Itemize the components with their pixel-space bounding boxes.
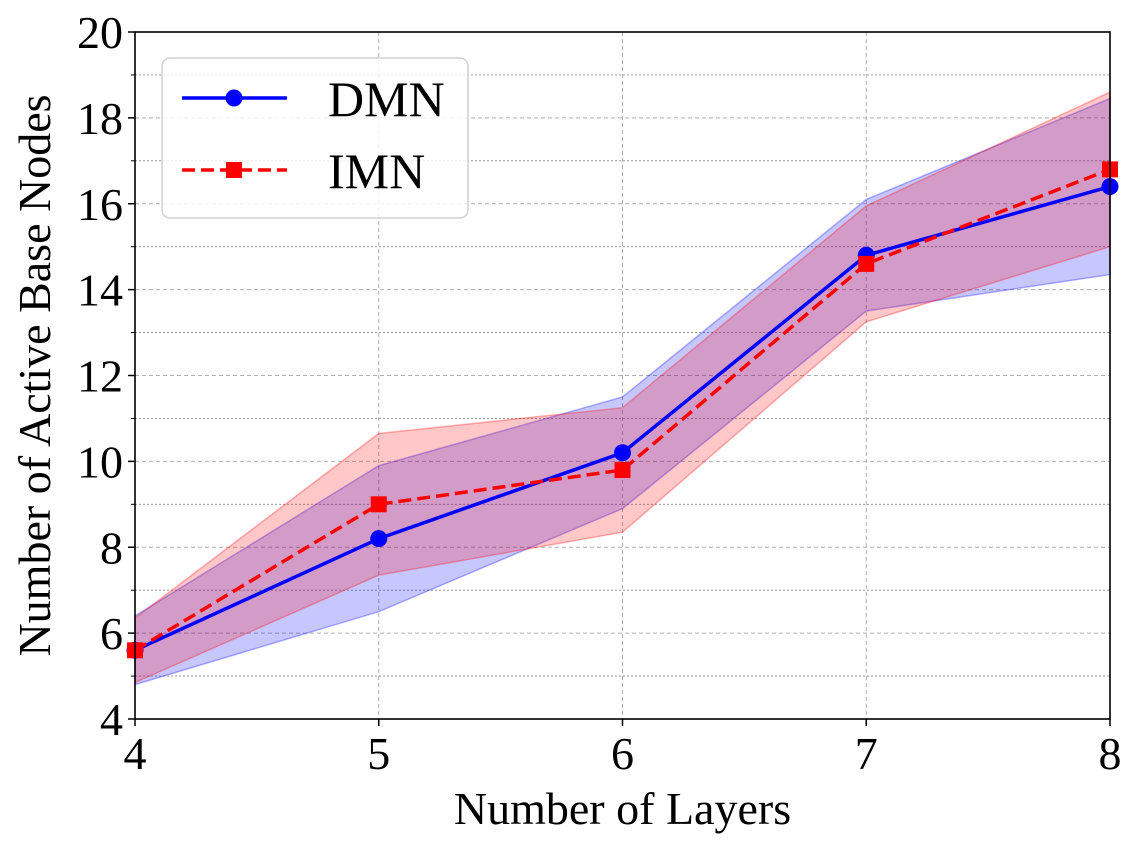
grid [134, 31, 1111, 720]
y-tick-label: 6 [100, 608, 123, 659]
data-point-dmn [614, 444, 631, 462]
axis-ticks: 4 5 6 7 8 4 6 8 10 12 14 16 18 20 [77, 7, 1122, 779]
x-tick-label: 8 [1099, 728, 1122, 779]
y-tick-label: 16 [77, 179, 123, 230]
legend-label-dmn: DMN [328, 71, 445, 127]
x-tick-label: 6 [611, 728, 634, 779]
y-tick-label: 10 [77, 436, 123, 487]
x-tick-label: 4 [124, 728, 147, 779]
y-axis-title: Number of Active Base Nodes [9, 94, 60, 656]
data-point-imn [370, 496, 387, 513]
y-tick-label: 4 [100, 694, 123, 745]
legend: DMN IMN [161, 57, 469, 219]
legend-label-imn: IMN [328, 143, 425, 199]
x-tick-label: 7 [855, 728, 878, 779]
series-line-imn [134, 167, 1111, 652]
data-point-imn [614, 461, 631, 478]
legend-marker-imn [226, 162, 242, 178]
y-tick-label: 18 [77, 93, 123, 144]
y-tick-label: 20 [77, 7, 123, 58]
x-tick-label: 5 [367, 728, 390, 779]
y-tick-label: 12 [77, 351, 123, 402]
data-point-imn [858, 255, 875, 272]
x-axis-title: Number of Layers [454, 783, 791, 834]
y-tick-label: 14 [77, 265, 123, 316]
legend-marker-dmn [225, 89, 243, 107]
y-tick-label: 8 [100, 522, 123, 573]
data-point-dmn [370, 530, 388, 548]
series-markers [126, 161, 1119, 659]
